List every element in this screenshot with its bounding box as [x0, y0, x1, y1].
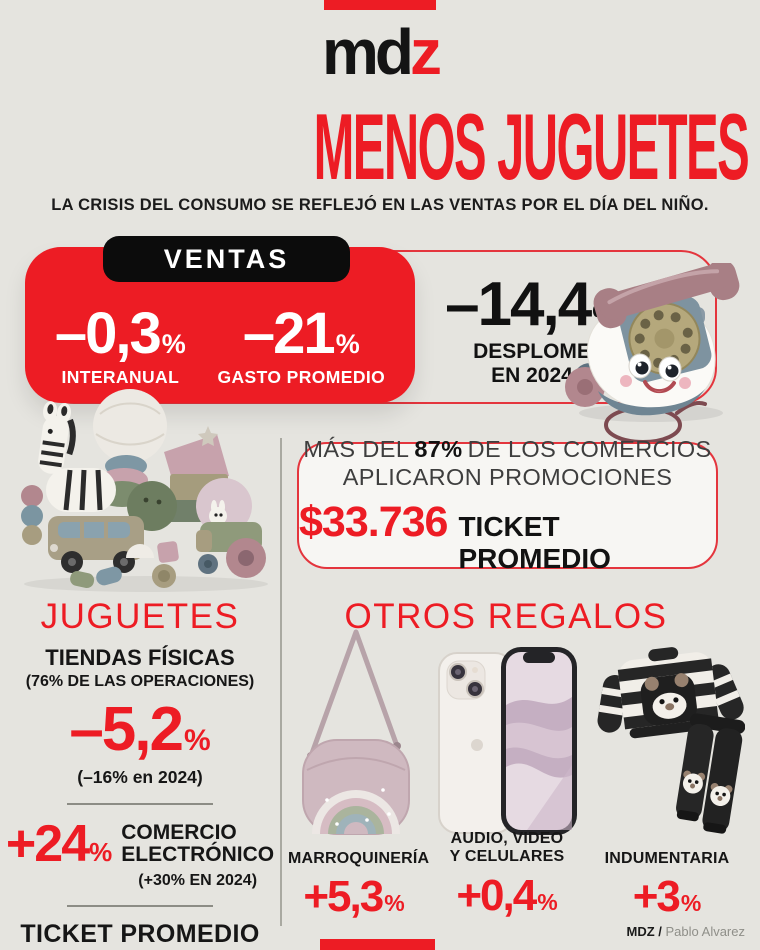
comercio-unit: %	[89, 837, 113, 867]
credit-author: Pablo Alvarez	[661, 924, 746, 939]
stat-interanual-label: INTERANUAL	[61, 367, 180, 387]
stat-gasto-label: GASTO PROMEDIO	[217, 367, 386, 387]
comercio-label-line2: ELECTRÓNICO	[121, 843, 275, 867]
gift-indumentaria: INDUMENTARIA +3 %	[598, 848, 736, 919]
comercio-number: +24 %	[6, 818, 112, 870]
handbag-illustration	[302, 629, 410, 835]
gift-unit: %	[384, 890, 405, 916]
tiendas-fisicas-title: TIENDAS FÍSICAS	[45, 645, 235, 670]
gift-unit: %	[680, 890, 702, 916]
gift-value: +0,4	[456, 870, 537, 920]
promo-line1-post: DE LOS COMERCIOS	[467, 435, 712, 462]
stat-gasto-number: –21 %	[217, 305, 385, 363]
comercio-note: (+30% EN 2024)	[138, 872, 258, 889]
juguetes-section: JUGUETES TIENDAS FÍSICAS (76% DE LAS OPE…	[6, 597, 274, 950]
gift-audio-video-number: +0,4 %	[440, 870, 574, 920]
ticket-promedio-title: TICKET PROMEDIO	[20, 920, 260, 948]
gift-value: +5,3	[303, 872, 384, 921]
column-divider	[280, 438, 282, 926]
gift-label-line: Y CELULARES	[449, 848, 565, 866]
mdz-logo: mdz	[0, 20, 760, 84]
gift-marroquineria-label: MARROQUINERÍA	[288, 848, 430, 868]
promo-panel: MÁS DEL 87% DE LOS COMERCIOS APLICARON PRO…	[297, 436, 718, 574]
gift-indumentaria-label: INDUMENTARIA	[598, 848, 736, 868]
stat-interanual-unit: %	[161, 329, 186, 359]
tiendas-fisicas-value: –5,2	[69, 695, 184, 764]
tractor-toy	[196, 500, 266, 578]
promo-line-1: MÁS DEL 87% DE LOS COMERCIOS	[303, 436, 711, 464]
stat-gasto-unit: %	[335, 329, 360, 359]
mdz-logo-black: md	[322, 16, 414, 88]
gift-unit: %	[537, 888, 558, 915]
gift-label-line: INDUMENTARIA	[604, 849, 730, 867]
gift-label-line: MARROQUINERÍA	[288, 849, 430, 867]
promo-amount: $33.736	[299, 498, 448, 547]
tiendas-fisicas-unit: %	[183, 724, 211, 757]
stat-interanual-value: –0,3	[54, 301, 162, 366]
gift-label-line: AUDIO, VIDEO	[450, 830, 564, 847]
comercio-electronico-block: +24 % COMERCIO ELECTRÓNICO (+30% EN 2024…	[6, 818, 274, 890]
toys-pile-illustration	[21, 389, 268, 592]
gift-value: +3	[632, 872, 681, 921]
stat-gasto: –21 % GASTO PROMEDIO	[217, 305, 385, 388]
comercio-label-line1: COMERCIO	[121, 821, 237, 844]
promo-line1-strong: 87%	[414, 435, 463, 462]
stat-interanual: –0,3 % INTERANUAL	[55, 305, 186, 388]
divider-rule-2	[67, 905, 213, 907]
gift-audio-video-label: AUDIO, VIDEO Y CELULARES	[440, 830, 574, 867]
headline-text: MENOS JUGUETES EN SU DÍA	[313, 94, 760, 199]
desplome-label-line1: DESPLOME	[473, 340, 591, 363]
desplome-value: –14,4	[445, 270, 592, 339]
gift-marroquineria-number: +5,3 %	[288, 875, 420, 919]
ventas-badge: VENTAS	[103, 236, 350, 282]
smartphone-illustration	[438, 647, 577, 835]
gift-marroquineria: MARROQUINERÍA +5,3 %	[288, 848, 430, 919]
desplome-label: DESPLOME EN 2024	[418, 340, 646, 387]
mdz-logo-red: z	[410, 16, 442, 88]
divider-rule-1	[67, 803, 213, 805]
brand-bottom-bar	[320, 939, 435, 950]
toy-phone-illustration	[565, 263, 740, 444]
pants	[676, 713, 745, 834]
promo-line1-pre: MÁS DEL	[303, 435, 410, 462]
brand-top-bar	[324, 0, 436, 10]
stat-gasto-value: –21	[242, 301, 336, 366]
tiendas-fisicas-number: –5,2 %	[16, 699, 264, 761]
comercio-label: COMERCIO ELECTRÓNICO	[121, 818, 274, 870]
promo-line-2: APLICARON PROMOCIONES	[342, 463, 673, 490]
gift-indumentaria-number: +3 %	[598, 875, 736, 919]
comercio-value: +24	[5, 815, 90, 873]
zebra-toy	[38, 401, 116, 512]
tiendas-fisicas-sub: (76% DE LAS OPERACIONES)	[25, 673, 255, 690]
desplome-label-line2: EN 2024	[491, 363, 573, 387]
promo-amount-label: TICKET PROMEDIO	[458, 511, 611, 575]
truck-toy	[48, 516, 144, 573]
juguetes-title: JUGUETES	[40, 597, 240, 636]
tiendas-fisicas-note: (–16% en 2024)	[77, 767, 203, 787]
credit-brand: MDZ /	[626, 924, 662, 939]
subheadline: LA CRISIS DEL CONSUMO SE REFLEJÓ EN LAS …	[51, 196, 709, 214]
gift-audio-video: AUDIO, VIDEO Y CELULARES +0,4 %	[440, 830, 574, 918]
stat-interanual-number: –0,3 %	[55, 305, 186, 363]
credit-line: MDZ / Pablo Alvarez	[627, 924, 746, 939]
headline: MENOS JUGUETES EN SU DÍA	[0, 100, 760, 194]
kids-clothes-illustration	[597, 647, 745, 834]
otros-regalos-title: OTROS REGALOS	[344, 597, 668, 636]
sweater	[597, 647, 744, 739]
promo-amount-row: $33.736 TICKET PROMEDIO	[299, 498, 716, 575]
